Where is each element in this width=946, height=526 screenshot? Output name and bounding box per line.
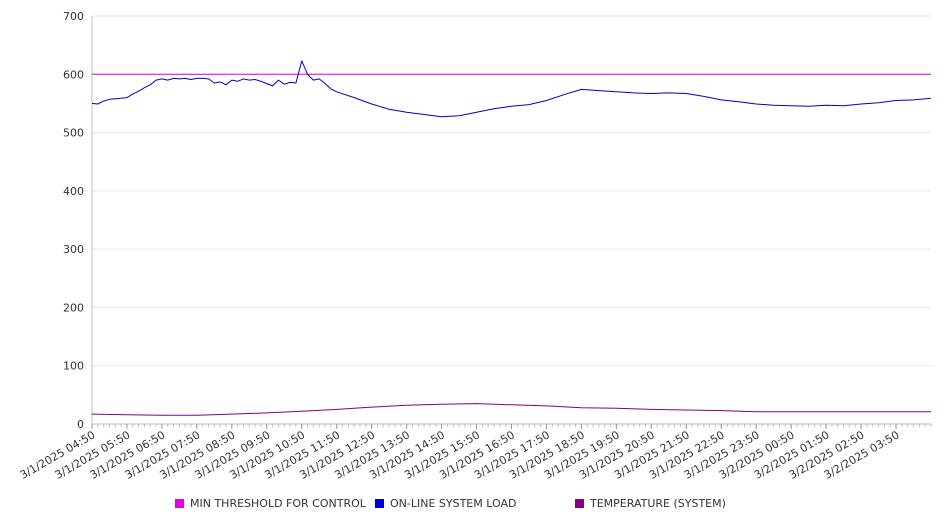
- series-lines: [91, 60, 932, 416]
- grid-lines: [92, 15, 931, 425]
- legend-label-min-threshold: MIN THRESHOLD FOR CONTROL: [190, 497, 366, 510]
- y-tick-label: 200: [63, 301, 84, 314]
- x-axis-ticks: 3/1/2025 04:503/1/2025 05:503/1/2025 06:…: [18, 424, 902, 482]
- y-tick-label: 0: [77, 418, 84, 431]
- y-tick-label: 600: [63, 68, 84, 81]
- legend-item-online-system-load[interactable]: ON-LINE SYSTEM LOAD: [375, 497, 516, 510]
- y-tick-label: 300: [63, 243, 84, 256]
- series-line-online-system-load: [91, 60, 932, 118]
- y-tick-label: 500: [63, 127, 84, 140]
- legend-label-online-system-load: ON-LINE SYSTEM LOAD: [390, 497, 517, 510]
- legend-label-temperature: TEMPERATURE (SYSTEM): [590, 497, 726, 510]
- y-tick-label: 100: [63, 360, 84, 373]
- y-tick-label: 700: [63, 10, 84, 23]
- chart-legend: MIN THRESHOLD FOR CONTROL ON-LINE SYSTEM…: [0, 497, 946, 517]
- y-axis-ticks: 0 100 200 300 400 500 600 700: [63, 10, 84, 431]
- legend-swatch-temperature: [575, 499, 584, 508]
- legend-swatch-min-threshold: [175, 499, 184, 508]
- legend-item-temperature[interactable]: TEMPERATURE (SYSTEM): [575, 497, 726, 510]
- legend-item-min-threshold[interactable]: MIN THRESHOLD FOR CONTROL: [175, 497, 366, 510]
- legend-swatch-online-system-load: [375, 499, 384, 508]
- y-tick-label: 400: [63, 185, 84, 198]
- series-line-temperature: [91, 403, 931, 416]
